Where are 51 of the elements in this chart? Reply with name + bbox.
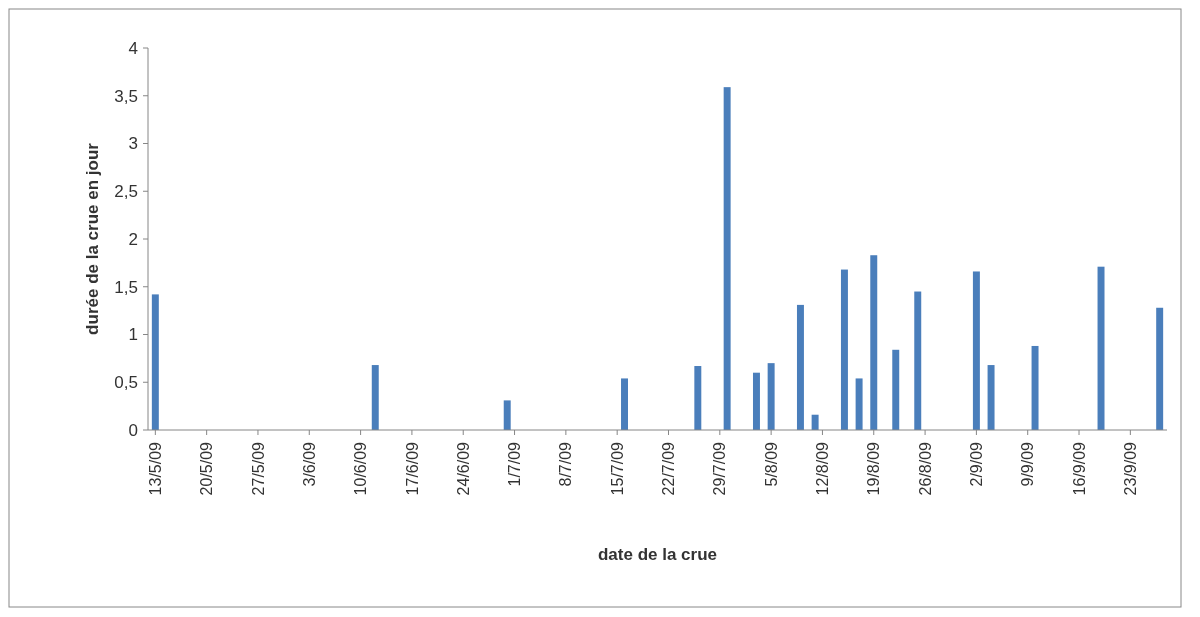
bar <box>1097 266 1105 430</box>
bar <box>870 255 878 430</box>
x-axis-title: date de la crue <box>597 545 718 564</box>
y-tick-label: 3,5 <box>114 86 138 106</box>
bar <box>694 366 702 430</box>
x-tick-label: 17/6/09 <box>403 441 421 496</box>
y-tick-label: 0,5 <box>114 373 138 393</box>
bar <box>1156 307 1164 430</box>
x-tick-label: 20/5/09 <box>198 441 216 496</box>
x-tick-label: 16/9/09 <box>1070 441 1088 496</box>
x-tick-label: 2/9/09 <box>968 441 985 487</box>
x-tick-label: 27/5/09 <box>249 441 267 496</box>
bar <box>151 294 159 430</box>
x-tick-label: 5/8/09 <box>762 441 780 487</box>
y-tick-label: 2 <box>128 229 138 249</box>
x-tick-label: 10/6/09 <box>352 441 370 496</box>
bar <box>503 400 511 430</box>
bar <box>914 291 922 430</box>
y-axis-title: durée de la crue en jour <box>83 142 102 335</box>
y-tick-label: 2,5 <box>114 182 138 202</box>
x-tick-label: 23/9/09 <box>1121 441 1139 496</box>
x-tick-label: 9/9/09 <box>1019 441 1037 487</box>
bar <box>892 349 900 430</box>
x-tick-label: 22/7/09 <box>660 441 678 496</box>
x-tick-label: 15/7/09 <box>608 441 626 496</box>
y-tick-label: 1,5 <box>114 277 138 297</box>
x-tick-label: 13/5/09 <box>146 441 164 496</box>
bar <box>621 378 628 430</box>
bar <box>855 378 863 430</box>
bar <box>811 414 819 430</box>
bar <box>840 269 848 430</box>
x-tick-label: 19/8/09 <box>865 441 883 496</box>
y-tick-label: 1 <box>128 325 138 345</box>
bar <box>767 363 775 430</box>
y-tick-label: 0 <box>128 420 138 440</box>
bar <box>723 87 731 430</box>
x-tick-label: 12/8/09 <box>814 441 832 496</box>
x-tick-label: 8/7/09 <box>557 441 575 487</box>
y-tick-label: 4 <box>128 38 138 58</box>
bar <box>972 271 980 430</box>
x-tick-label: 3/6/09 <box>300 441 318 487</box>
bar <box>752 372 760 430</box>
x-tick-label: 29/7/09 <box>711 441 729 496</box>
bar <box>371 365 379 430</box>
bar <box>796 304 804 430</box>
y-tick-label: 3 <box>128 134 138 154</box>
bar <box>1031 345 1039 430</box>
x-tick-label: 1/7/09 <box>506 441 524 487</box>
x-tick-label: 24/6/09 <box>454 441 472 496</box>
x-tick-label: 26/8/09 <box>916 441 934 496</box>
bar <box>987 365 995 430</box>
